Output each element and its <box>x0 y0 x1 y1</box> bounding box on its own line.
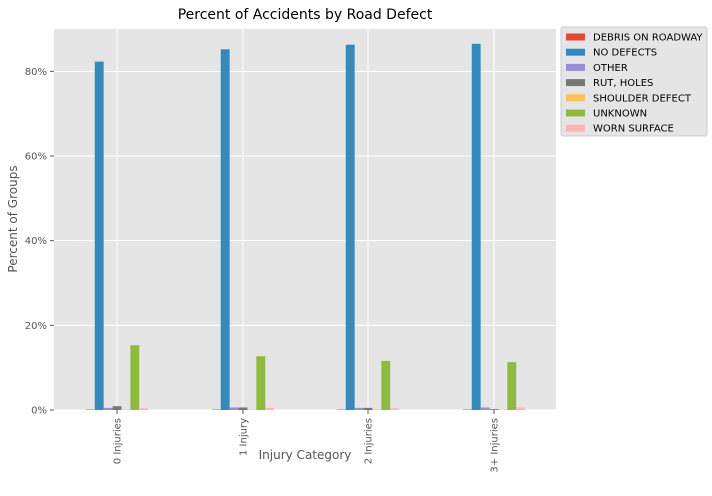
y-tick-label: 80% <box>25 67 47 78</box>
bar <box>238 407 248 410</box>
legend-swatch <box>566 33 585 41</box>
legend: DEBRIS ON ROADWAY NO DEFECTS OTHER RUT, HOL… <box>560 26 708 137</box>
bar <box>345 44 355 410</box>
bar <box>229 407 239 410</box>
legend-swatch <box>566 63 585 71</box>
x-tick-label: 2 Injuries <box>364 418 375 464</box>
bar <box>507 362 517 410</box>
legend-swatch <box>566 94 585 102</box>
x-axis-label: Injury Category <box>259 448 352 462</box>
x-tick-label: 3+ Injuries <box>490 418 501 473</box>
y-axis-label: Percent of Groups <box>6 165 20 272</box>
legend-label: RUT, HOLES <box>593 78 653 89</box>
legend-swatch <box>566 48 585 56</box>
plot-area <box>54 29 556 410</box>
y-tick-label: 0% <box>31 406 47 417</box>
legend-swatch <box>566 79 585 87</box>
y-tick-label: 60% <box>25 152 47 163</box>
bar <box>363 407 373 410</box>
bar <box>480 407 490 410</box>
bars-group <box>85 43 526 410</box>
y-axis-ticks: 0% 20% 40% 60% 80% <box>25 67 54 417</box>
legend-label: WORN SURFACE <box>593 124 674 135</box>
bar <box>489 409 499 410</box>
bar <box>103 407 113 410</box>
legend-swatch <box>566 124 585 132</box>
bar <box>256 356 266 410</box>
bar <box>471 43 481 410</box>
bar <box>390 408 400 410</box>
legend-swatch <box>566 109 585 117</box>
legend-label: OTHER <box>593 63 628 74</box>
bar <box>354 407 364 410</box>
legend-box <box>560 26 708 137</box>
bar <box>112 406 122 410</box>
legend-label: DEBRIS ON ROADWAY <box>593 33 703 44</box>
y-tick-label: 40% <box>25 236 47 247</box>
x-tick-label: 1 Injury <box>239 418 250 456</box>
bar <box>516 407 526 410</box>
legend-label: UNKNOWN <box>593 109 647 120</box>
x-tick-label: 0 Injuries <box>113 418 124 464</box>
bar <box>130 345 140 410</box>
legend-label: NO DEFECTS <box>593 48 657 59</box>
bar <box>265 407 275 410</box>
legend-label: SHOULDER DEFECT <box>593 93 692 104</box>
bar <box>220 49 230 410</box>
x-axis-ticks: 0 Injuries 1 Injury 2 Injuries 3+ Injuries <box>113 410 501 473</box>
y-tick-label: 20% <box>25 321 47 332</box>
bar <box>381 360 391 410</box>
bar <box>94 61 104 410</box>
grid-lines <box>54 29 556 411</box>
bar <box>139 408 149 410</box>
chart-title: Percent of Accidents by Road Defect <box>178 7 433 23</box>
